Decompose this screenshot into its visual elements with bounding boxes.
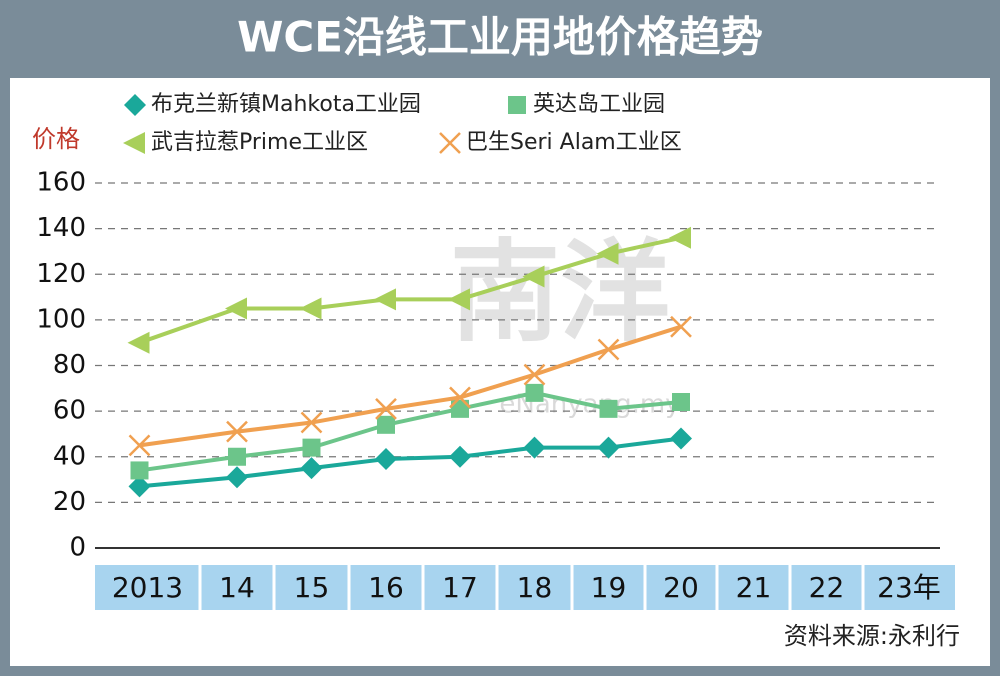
marker: [522, 265, 545, 288]
marker: [300, 457, 323, 480]
x-tick-label: 22: [809, 571, 845, 604]
legend-marker: [439, 132, 461, 154]
marker: [375, 448, 397, 471]
legend-marker: [508, 96, 526, 114]
y-tick-label: 100: [36, 304, 86, 334]
legend-label: 英达岛工业园: [533, 92, 665, 117]
x-tick-label: 18: [517, 571, 553, 604]
marker: [599, 399, 618, 418]
y-tick-label: 0: [69, 533, 86, 563]
y-tick-label: 80: [53, 350, 86, 380]
legend-label: 巴生Seri Alam工业区: [466, 130, 682, 155]
x-tick-label: 21: [736, 571, 772, 604]
source: 资料来源:永利行: [784, 622, 960, 650]
marker: [449, 386, 471, 409]
legend-marker: [124, 94, 146, 116]
y-tick-label: 120: [36, 259, 86, 289]
legend-label: 武吉拉惹Prime工业区: [151, 130, 368, 155]
marker: [523, 436, 546, 459]
legend-marker: [123, 132, 145, 154]
y-tick-label: 60: [53, 396, 86, 426]
y-axis-label: 价格: [32, 125, 80, 153]
marker: [127, 331, 150, 354]
y-tick-label: 160: [36, 168, 86, 198]
marker: [300, 411, 323, 434]
marker: [449, 445, 471, 468]
series-line: [139, 390, 682, 473]
marker: [525, 383, 544, 402]
legend-label: 布克兰新镇Mahkota工业园: [151, 92, 421, 117]
marker: [670, 427, 692, 450]
marker: [596, 242, 619, 265]
marker: [225, 297, 247, 320]
marker: [375, 397, 397, 420]
x-tick-label: 2013: [112, 571, 183, 604]
x-axis-band: [95, 565, 955, 610]
marker: [523, 363, 546, 386]
marker: [128, 434, 151, 457]
y-tick-label: 140: [36, 213, 86, 243]
marker: [672, 393, 690, 411]
chart-title: WCE沿线工业用地价格趋势: [237, 13, 763, 62]
marker: [670, 315, 692, 338]
marker: [299, 297, 322, 320]
series-line: [139, 324, 682, 448]
marker: [597, 338, 620, 361]
x-tick-label: 17: [442, 571, 478, 604]
marker: [448, 288, 470, 311]
y-tick-label: 40: [53, 441, 86, 471]
x-tick-label: 14: [219, 571, 255, 604]
marker: [377, 415, 395, 434]
y-tick-label: 20: [53, 487, 86, 517]
marker: [226, 420, 248, 443]
marker: [226, 466, 248, 489]
marker: [669, 226, 691, 249]
x-tick-label: 16: [368, 571, 404, 604]
x-tick-label: 23年: [877, 571, 941, 604]
marker: [374, 288, 396, 311]
marker: [128, 475, 151, 498]
marker: [302, 438, 321, 457]
marker: [130, 461, 149, 480]
x-tick-label: 19: [591, 571, 627, 604]
marker: [451, 399, 469, 418]
marker: [228, 447, 246, 466]
x-tick-label: 20: [663, 571, 699, 604]
marker: [597, 436, 620, 459]
series-line: [139, 436, 682, 489]
x-tick-label: 15: [294, 571, 330, 604]
series-line: [138, 235, 682, 345]
